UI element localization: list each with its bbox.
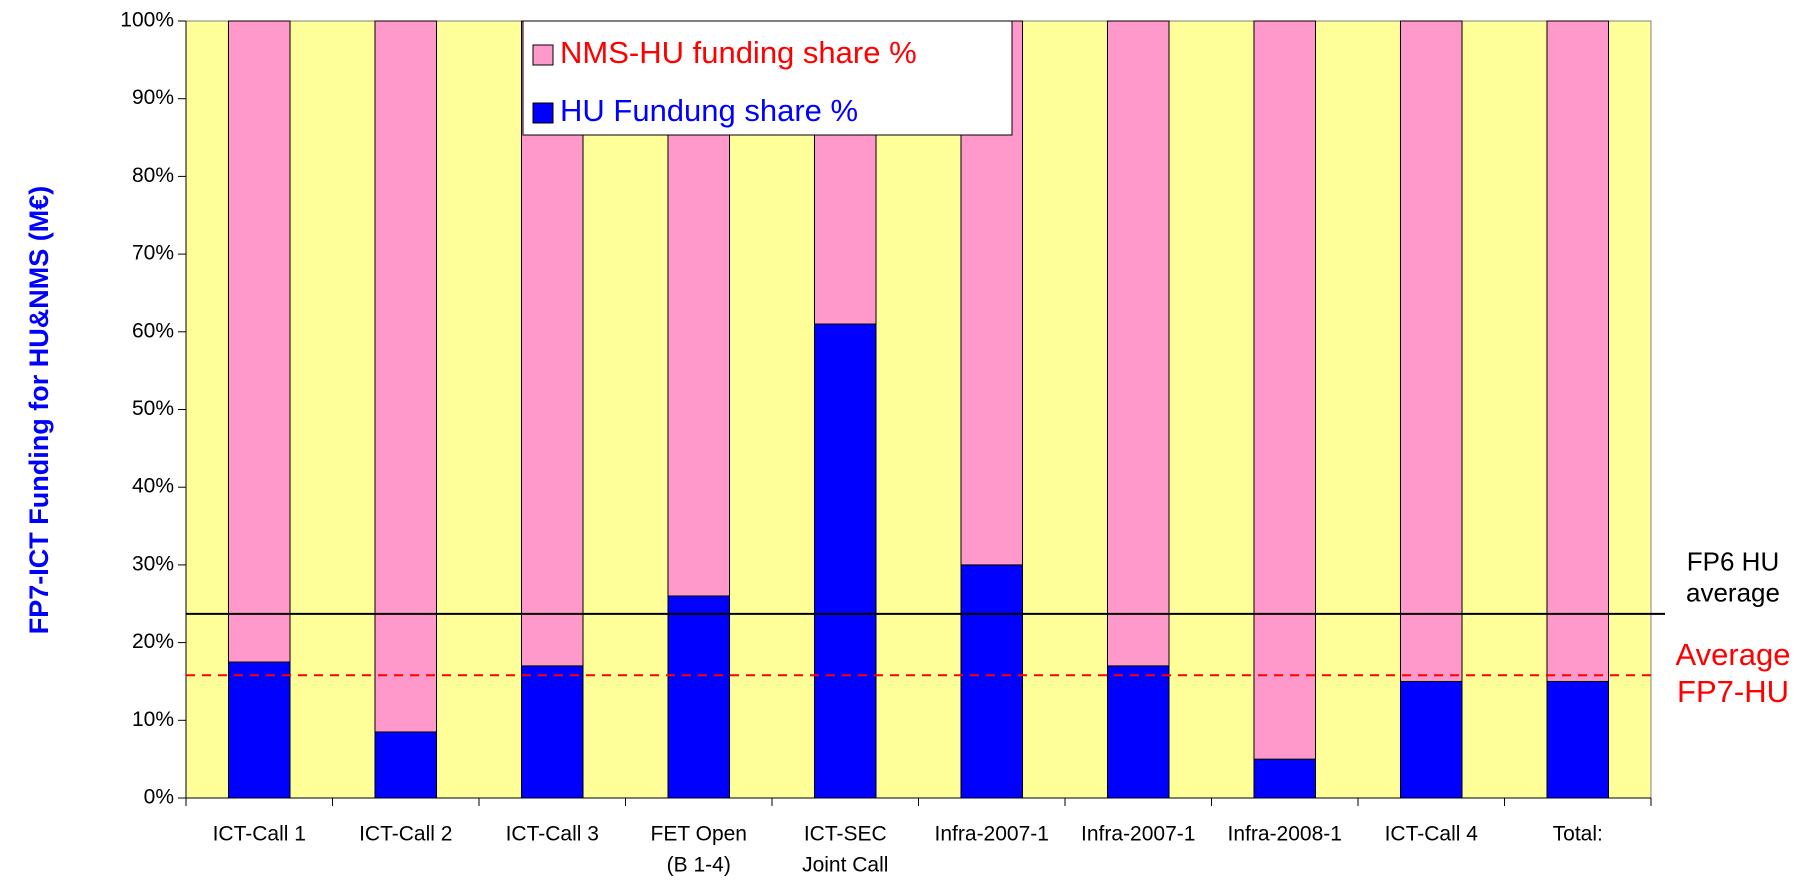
bar-segment xyxy=(520,665,584,799)
bar-segment xyxy=(1399,20,1463,682)
legend-label: HU Fundung share % xyxy=(560,93,858,128)
x-tick-label: ICT-Call 4 xyxy=(1385,823,1479,846)
bar-segment xyxy=(1546,20,1610,682)
bar-segment xyxy=(227,20,291,663)
x-tick-label: ICT-Call 2 xyxy=(359,823,452,846)
bar-segment xyxy=(374,731,438,799)
y-tick-label: 50% xyxy=(132,397,174,420)
y-tick-label: 30% xyxy=(132,552,174,575)
bar-segment xyxy=(1546,680,1610,799)
y-tick-label: 60% xyxy=(132,319,174,342)
bar-segment xyxy=(667,595,731,799)
bar-segment xyxy=(1253,20,1317,760)
y-tick-label: 0% xyxy=(144,786,174,809)
bar-segment xyxy=(1106,665,1170,799)
x-tick-label: ICT-Call 1 xyxy=(213,823,306,846)
reference-label: Average xyxy=(1676,637,1791,672)
bar-segment xyxy=(960,564,1024,799)
bar-segment xyxy=(1253,758,1317,799)
reference-label: FP6 HU xyxy=(1687,547,1779,577)
y-tick-label: 70% xyxy=(132,242,174,265)
y-axis-label: FP7-ICT Funding for HU&NMS (M€) xyxy=(24,186,54,634)
bar-segment xyxy=(1399,680,1463,799)
reference-label: average xyxy=(1686,578,1780,608)
x-tick-label: Infra-2008-1 xyxy=(1228,823,1342,846)
bar-segment xyxy=(1106,20,1170,667)
y-tick-label: 40% xyxy=(132,475,174,498)
bar-segment xyxy=(813,323,877,799)
legend-label: NMS-HU funding share % xyxy=(560,35,917,70)
x-tick-label: ICT-SEC xyxy=(804,823,887,846)
y-tick-label: 10% xyxy=(132,708,174,731)
x-tick-label: FET Open xyxy=(651,823,748,846)
legend-swatch xyxy=(532,44,554,66)
legend-box xyxy=(522,20,1013,136)
bar-segment xyxy=(374,20,438,733)
y-tick-label: 20% xyxy=(132,630,174,653)
y-tick-label: 90% xyxy=(132,86,174,109)
legend-swatch xyxy=(532,102,554,124)
y-tick-label: 80% xyxy=(132,164,174,187)
x-tick-label: (B 1-4) xyxy=(667,854,731,877)
x-tick-label: Joint Call xyxy=(802,854,888,877)
legend: NMS-HU funding share % HU Fundung share % xyxy=(522,20,1013,136)
reference-label: FP7-HU xyxy=(1677,674,1789,709)
x-tick-label: ICT-Call 3 xyxy=(506,823,599,846)
x-tick-label: Total: xyxy=(1553,823,1603,846)
x-tick-label: Infra-2007-1 xyxy=(935,823,1049,846)
bar-segment xyxy=(227,661,291,799)
x-tick-label: Infra-2007-1 xyxy=(1081,823,1195,846)
y-tick-label: 100% xyxy=(120,9,174,32)
